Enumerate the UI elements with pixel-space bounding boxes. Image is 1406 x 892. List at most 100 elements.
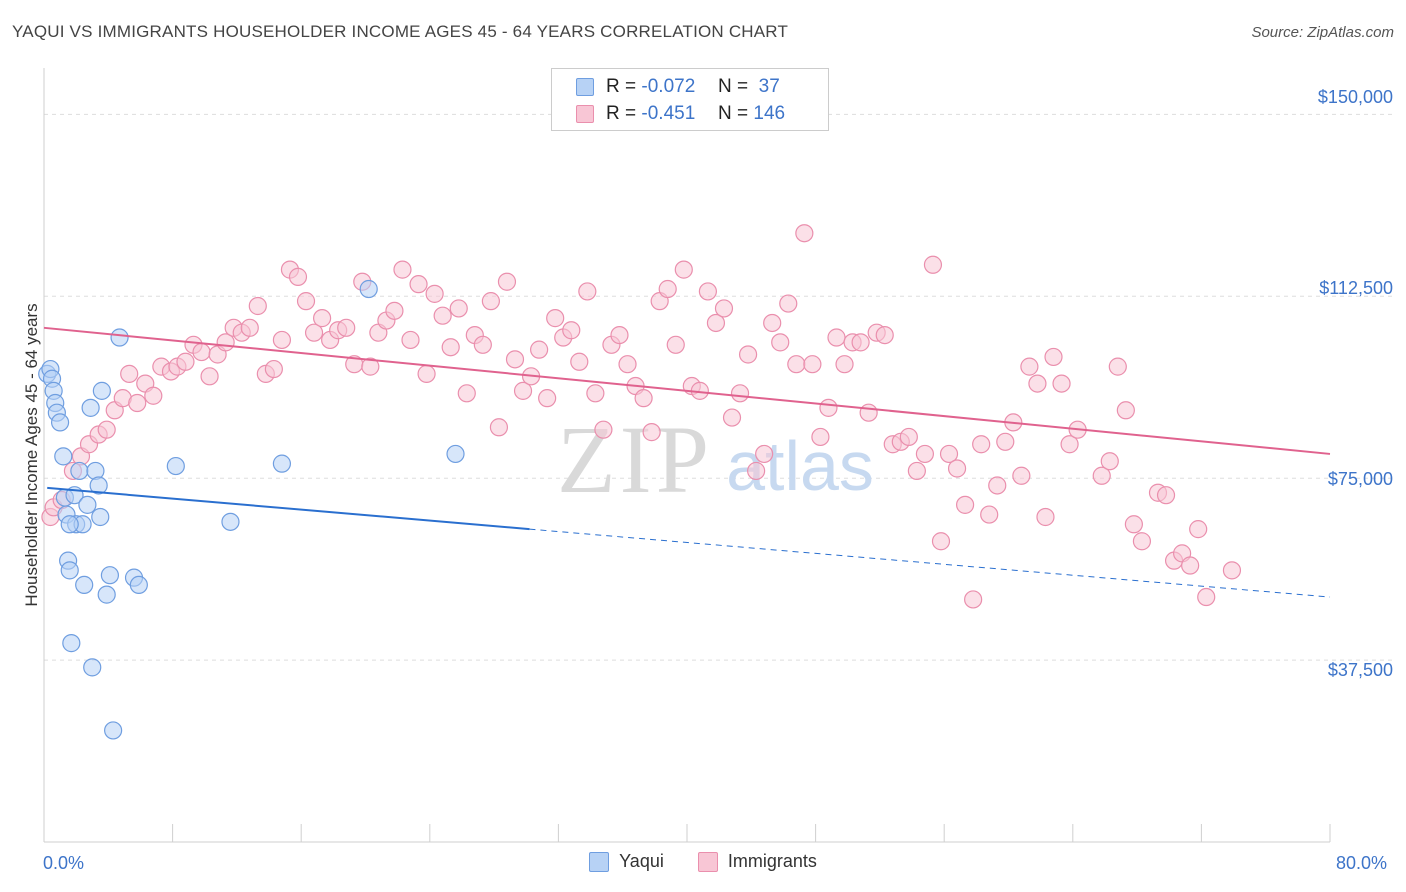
yaqui-point [92,381,111,400]
immigrants-point [698,282,717,301]
immigrants-point [875,325,894,345]
immigrants-point [578,282,597,301]
r-label: R = [606,103,637,124]
immigrants-point [835,355,854,374]
immigrants-point [264,359,283,379]
r-value: -0.072 [641,76,696,97]
immigrants-point [923,255,943,274]
immigrants-point [1012,466,1031,485]
immigrants-point [1197,587,1216,607]
yaqui-points [38,279,465,740]
immigrants-point [972,435,991,454]
watermark: ZIP atlas [557,406,874,513]
immigrants-point [393,260,412,279]
immigrants-point [128,393,147,413]
immigrants-point [570,352,589,371]
immigrants-point [980,505,999,524]
immigrants-point [481,292,500,311]
immigrants-point [1060,435,1079,454]
x-tick-label: 80.0% [1336,853,1388,873]
immigrants-point [964,590,983,609]
immigrants-swatch [576,105,594,123]
immigrants-point [401,330,420,350]
immigrants-point [144,386,163,405]
immigrants-point [1132,532,1152,551]
immigrants-point [1156,486,1176,505]
immigrants-point [425,284,444,303]
immigrants-point [1189,520,1208,539]
yaqui-point [89,476,108,495]
immigrants-point [674,260,693,279]
gridlines [44,113,1395,661]
yaqui-point [221,512,240,531]
immigrants-point [433,306,452,325]
immigrants-point [312,309,332,328]
immigrants-point [192,342,211,362]
yaqui-point [83,658,102,677]
y-tick-label: $75,000 [1327,469,1393,489]
immigrants-point [337,318,356,337]
immigrants-point [915,444,935,464]
legend-row-yaqui: R = -0.072 N = 37 [576,74,780,100]
immigrants-point [513,381,533,400]
immigrants-point [296,292,316,311]
immigrants-point [97,420,116,439]
immigrants-point [642,423,661,442]
immigrants-point [755,444,774,464]
immigrants-point [120,364,139,383]
immigrants-point [634,389,653,408]
legend-label-immigrants: Immigrants [727,851,817,871]
chart-title: YAQUI VS IMMIGRANTS HOUSEHOLDER INCOME A… [12,22,789,41]
immigrants-point [996,432,1015,451]
immigrants-point [409,275,428,294]
immigrants-point [795,224,814,243]
immigrants-point [827,328,846,347]
immigrants-point [586,384,605,403]
immigrants-point [787,355,806,374]
yaqui-point [70,461,89,481]
immigrants-legend-swatch [697,851,718,872]
yaqui-point [91,507,110,527]
immigrants-point [530,340,549,359]
series-legend: Yaqui Immigrants [0,851,1406,872]
immigrants-point [200,367,219,386]
immigrants-point [955,495,975,514]
legend-label-yaqui: Yaqui [619,851,664,871]
y-tick-label: $150,000 [1317,87,1393,107]
immigrants-point [272,330,292,350]
immigrants-trend-line [43,326,1331,455]
immigrants-point [803,355,822,374]
immigrants-point [714,299,734,318]
r-value: -0.451 [641,103,696,124]
immigrants-point [747,461,766,481]
yaqui-swatch [576,78,594,96]
immigrants-point [811,427,830,447]
yaqui-point [110,328,129,347]
immigrants-point [304,323,324,342]
immigrants-point [907,461,926,481]
immigrants-point [1124,515,1143,534]
immigrants-point [1108,357,1127,376]
n-label: N = [718,76,749,97]
immigrants-point [594,420,613,439]
legend-row-immigrants: R = -0.451 N = 146 [576,101,785,127]
r-label: R = [606,76,637,97]
yaqui-point [446,444,465,464]
immigrants-point [730,384,750,403]
yaqui-point [62,634,81,653]
immigrants-point [1020,357,1039,376]
immigrants-point [562,321,581,340]
immigrants-point [1028,374,1047,393]
immigrants-point [947,459,967,478]
yaqui-point [104,721,123,740]
yaqui-point [75,575,94,595]
immigrants-point [1052,374,1071,393]
y-tick-label: $112,500 [1319,278,1393,298]
yaqui-point [97,585,116,604]
n-label: N = [718,103,749,124]
immigrants-point [449,299,468,318]
trend-lines [43,326,1331,598]
immigrants-point [538,389,557,408]
immigrants-point [505,350,525,369]
